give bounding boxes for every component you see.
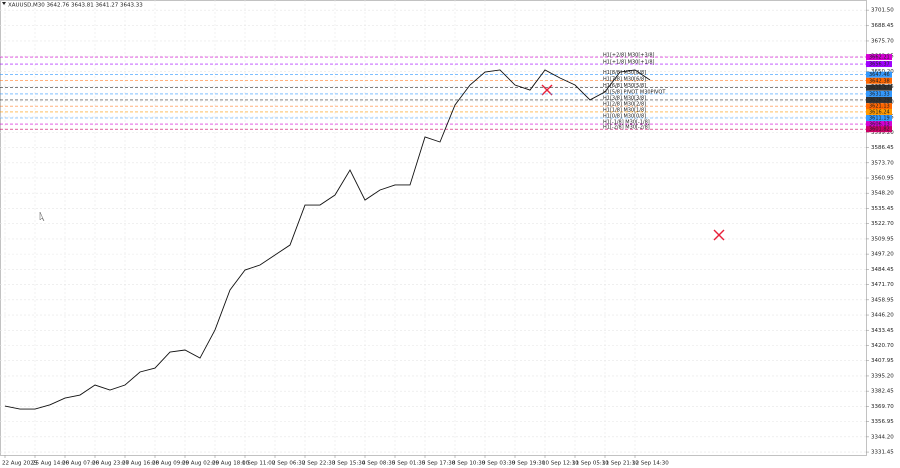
x-tick-label: 5 Sep 17:30 — [422, 461, 456, 467]
x-tick-label: 11 Sep 05:30 — [572, 461, 609, 467]
x-tick-label: 29 Aug 02:00 — [182, 461, 220, 467]
price-tag — [866, 96, 892, 103]
level-label: H1[2/8] M30[2/8] — [603, 102, 646, 108]
y-tick-label: 3586.45 — [871, 145, 894, 151]
y-tick-label: 3471.70 — [871, 282, 894, 288]
level-label: H1[7/8] M30[6/8] — [603, 76, 646, 82]
y-tick-label: 3688.45 — [871, 23, 894, 29]
y-tick-label: 3599.20 — [871, 130, 894, 136]
x-tick-label: 5 Sep 01:30 — [392, 461, 426, 467]
price-tag-label: 3621.13 — [869, 104, 890, 110]
y-tick-label: 3497.20 — [871, 252, 894, 258]
x-tick-label: 3 Sep 15:30 — [332, 461, 366, 467]
y-tick-label: 3548.20 — [871, 191, 894, 197]
y-tick-label: 3509.95 — [871, 236, 894, 242]
level-label: H1[0/8] M30[0/8] — [603, 114, 646, 120]
y-tick-label: 3382.45 — [871, 389, 894, 395]
price-line — [4, 69, 651, 410]
level-label: H1[-1/8] M30[-1/8] — [603, 120, 650, 126]
chart-title: XAUUSD,M30 3642.76 3643.81 3641.27 3643.… — [8, 3, 143, 9]
level-label: H1[8/8] M30[8/8] — [603, 70, 646, 76]
x-tick-label: 25 Aug 14:00 — [32, 461, 70, 467]
x-tick-label: 28 Aug 09:00 — [152, 461, 190, 467]
x-tick-label: 2 Sep 22:30 — [302, 461, 336, 467]
level-label: H1[+1/8] M30[+1/8] — [603, 60, 655, 66]
x-tick-label: 12 Sep 14:30 — [632, 461, 669, 467]
x-tick-label: 22 Aug 2025 — [2, 461, 38, 467]
y-tick-label: 3535.45 — [871, 206, 894, 212]
cursor — [39, 211, 45, 222]
y-tick-label: 3446.20 — [871, 313, 894, 319]
x-tick-label: 10 Sep 12:30 — [542, 461, 579, 467]
price-tag-label: 3606.13 — [869, 122, 890, 128]
price-tag-label: 3611.19 — [869, 116, 890, 122]
x-tick-label: 8 Sep 10:30 — [452, 461, 486, 467]
y-tick-label: 3458.95 — [871, 297, 894, 303]
price-tag-label: 3662.21 — [869, 55, 890, 61]
cross-marker — [541, 84, 725, 241]
price-tag — [866, 115, 892, 122]
y-tick-label: 3344.20 — [871, 434, 894, 440]
level-label: H1[+2/8] M30[+3/8] — [603, 53, 655, 59]
price-tag — [866, 54, 892, 61]
price-tag — [866, 108, 892, 115]
price-tag — [866, 103, 892, 110]
y-tick-label: 3369.70 — [871, 404, 894, 410]
y-tick-label: 3573.70 — [871, 160, 894, 166]
price-tag-label: 3626.29 — [869, 97, 890, 103]
x-tick-label: 2 Sep 06:30 — [272, 461, 306, 467]
y-tick-label: 3484.45 — [871, 267, 894, 273]
x-tick-label: 26 Aug 23:00 — [92, 461, 130, 467]
y-tick-label: 3560.95 — [871, 175, 894, 181]
x-tick-label: 29 Aug 18:00 — [212, 461, 250, 467]
price-tag — [866, 84, 892, 91]
x-tick-label: 11 Sep 21:30 — [602, 461, 639, 467]
price-tag — [866, 61, 892, 68]
y-tick-label: 3395.20 — [871, 373, 894, 379]
plot-frame — [0, 0, 867, 456]
y-tick-label: 3701.50 — [871, 8, 894, 14]
price-tag — [866, 121, 892, 128]
price-tag — [866, 77, 892, 84]
x-tick-label: 1 Sep 11:00 — [242, 461, 276, 467]
x-tick-label: 27 Aug 16:00 — [122, 461, 160, 467]
y-tick-label: 3522.70 — [871, 221, 894, 227]
x-tick-label: 4 Sep 08:30 — [362, 461, 396, 467]
price-tag — [866, 126, 892, 133]
y-tick-label: 3420.70 — [871, 343, 894, 349]
grid — [0, 0, 866, 455]
price-tag — [866, 90, 892, 97]
price-tag-label: 3656.37 — [869, 62, 890, 68]
price-tag-label: 3642.38 — [869, 78, 890, 84]
y-tick-label: 3407.95 — [871, 358, 894, 364]
price-tag-label: 3647.46 — [869, 72, 890, 78]
price-tag — [866, 71, 892, 78]
level-label: H1[5/8] PIVOT M30PIVOT — [603, 89, 666, 95]
level-label: H1[3/8] M30[3/8] — [603, 95, 646, 101]
price-tag-label: 3631.33 — [869, 91, 890, 97]
level-label: H1[1/8] M30[1/8] — [603, 107, 646, 113]
menu-arrow[interactable] — [2, 2, 6, 5]
y-tick-label: 3331.45 — [871, 450, 894, 456]
level-label: H1[-2/8] M30[-2/8] — [603, 125, 650, 131]
price-tag-label: 3601.82 — [869, 127, 890, 133]
price-tag-label: 3636.57 — [869, 85, 890, 91]
level-label: H1[6/8] M30[5/8] — [603, 83, 646, 89]
price-tag-label: 3616.24 — [869, 109, 890, 115]
x-tick-label: 26 Aug 07:00 — [62, 461, 100, 467]
x-tick-label: 9 Sep 19:30 — [512, 461, 546, 467]
y-tick-label: 3675.70 — [871, 38, 894, 44]
x-tick-label: 9 Sep 03:30 — [482, 461, 516, 467]
y-tick-label: 3433.45 — [871, 328, 894, 334]
y-tick-label: 3356.95 — [871, 419, 894, 425]
